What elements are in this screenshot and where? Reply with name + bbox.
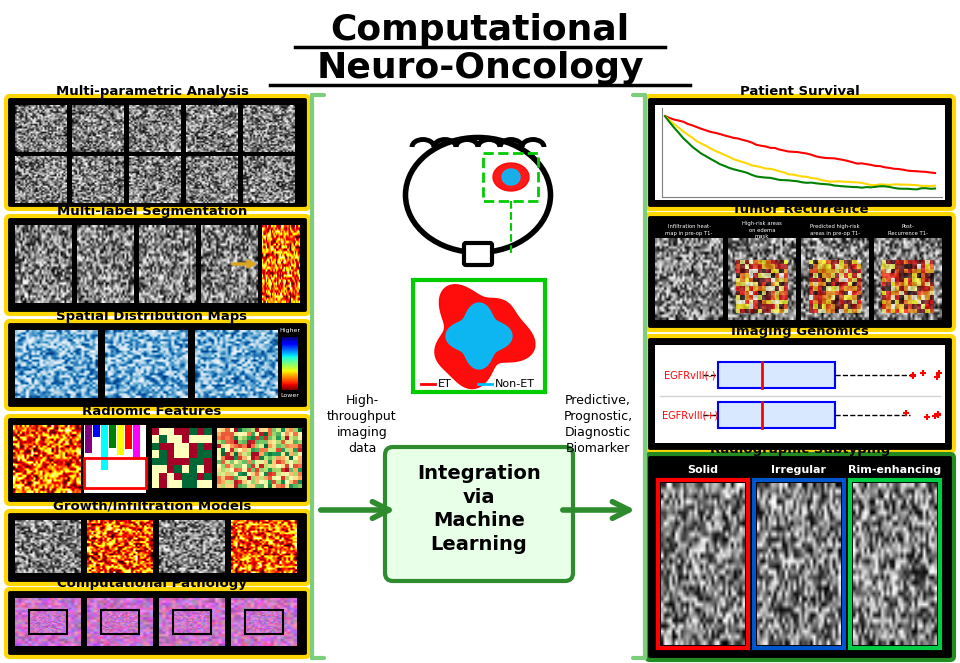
FancyBboxPatch shape bbox=[646, 336, 954, 452]
Text: Spatial Distribution Maps: Spatial Distribution Maps bbox=[57, 310, 248, 322]
FancyBboxPatch shape bbox=[6, 589, 309, 657]
Bar bbox=[29, 610, 67, 634]
Bar bbox=[655, 345, 945, 443]
Text: Biomarker: Biomarker bbox=[565, 442, 630, 455]
Text: Predicted high-risk
areas in pre-op T1-: Predicted high-risk areas in pre-op T1- bbox=[810, 224, 860, 235]
Bar bbox=[116, 425, 124, 455]
FancyBboxPatch shape bbox=[464, 243, 492, 265]
Bar bbox=[718, 362, 835, 388]
Text: Patient Survival: Patient Survival bbox=[740, 84, 860, 97]
Bar bbox=[655, 105, 945, 200]
Bar bbox=[658, 480, 748, 648]
Text: Predictive,: Predictive, bbox=[565, 394, 631, 406]
Text: Lower: Lower bbox=[280, 393, 300, 398]
Polygon shape bbox=[435, 285, 535, 389]
Polygon shape bbox=[502, 169, 520, 185]
Text: Diagnostic: Diagnostic bbox=[564, 426, 631, 438]
Text: ET: ET bbox=[438, 379, 452, 389]
FancyBboxPatch shape bbox=[6, 511, 309, 584]
Text: Radiographic Subtyping: Radiographic Subtyping bbox=[709, 442, 890, 455]
Polygon shape bbox=[446, 303, 512, 369]
Bar bbox=[132, 425, 139, 459]
Text: Multi-label Segmentation: Multi-label Segmentation bbox=[57, 204, 247, 217]
Text: Non-ET: Non-ET bbox=[495, 379, 535, 389]
Bar bbox=[413, 280, 545, 392]
Text: Integration: Integration bbox=[418, 463, 540, 483]
Text: Multi-parametric Analysis: Multi-parametric Analysis bbox=[56, 84, 249, 97]
Polygon shape bbox=[493, 163, 529, 191]
Text: throughput: throughput bbox=[327, 410, 396, 422]
Text: data: data bbox=[348, 442, 376, 455]
FancyBboxPatch shape bbox=[646, 214, 954, 330]
Text: Prognostic,: Prognostic, bbox=[564, 410, 633, 422]
Bar bbox=[101, 610, 139, 634]
FancyBboxPatch shape bbox=[6, 216, 309, 314]
FancyBboxPatch shape bbox=[646, 454, 954, 660]
Bar bbox=[483, 153, 538, 201]
Text: Radiomic Features: Radiomic Features bbox=[83, 404, 222, 418]
FancyBboxPatch shape bbox=[385, 447, 573, 581]
Text: High-risk areas
on edema
mask: High-risk areas on edema mask bbox=[742, 221, 782, 239]
Bar bbox=[718, 402, 835, 428]
Text: Learning: Learning bbox=[431, 536, 527, 554]
Bar bbox=[84, 425, 146, 493]
Bar bbox=[754, 480, 844, 648]
Text: Computational: Computational bbox=[330, 13, 630, 47]
Bar bbox=[125, 425, 132, 449]
Text: High-: High- bbox=[346, 394, 378, 406]
Bar bbox=[101, 425, 108, 471]
FancyBboxPatch shape bbox=[6, 96, 309, 209]
Text: Higher: Higher bbox=[279, 328, 300, 333]
FancyBboxPatch shape bbox=[6, 321, 309, 409]
Text: Machine: Machine bbox=[433, 511, 525, 530]
Text: Infiltration heat-
map in pre-op T1-: Infiltration heat- map in pre-op T1- bbox=[665, 224, 712, 235]
FancyBboxPatch shape bbox=[6, 416, 309, 504]
Bar bbox=[173, 610, 211, 634]
Text: EGFRvIII(-): EGFRvIII(-) bbox=[664, 370, 716, 380]
Bar bbox=[84, 425, 91, 453]
Bar bbox=[108, 425, 115, 448]
Text: Growth/Infiltration Models: Growth/Infiltration Models bbox=[53, 499, 252, 512]
Text: Solid: Solid bbox=[687, 465, 718, 475]
Text: Computational Pathology: Computational Pathology bbox=[57, 577, 247, 591]
Bar bbox=[850, 480, 940, 648]
Text: Irregular: Irregular bbox=[772, 465, 827, 475]
Text: Imaging Genomics: Imaging Genomics bbox=[732, 324, 869, 337]
Text: via: via bbox=[463, 487, 495, 507]
Text: imaging: imaging bbox=[337, 426, 388, 438]
Text: Neuro-Oncology: Neuro-Oncology bbox=[316, 51, 644, 85]
Bar bbox=[84, 458, 146, 488]
Text: EGFRvIII(+): EGFRvIII(+) bbox=[662, 410, 718, 420]
Text: Rim-enhancing: Rim-enhancing bbox=[849, 465, 942, 475]
FancyBboxPatch shape bbox=[646, 96, 954, 209]
Bar bbox=[92, 425, 100, 438]
Text: Tumor Recurrence: Tumor Recurrence bbox=[732, 202, 868, 215]
Text: Post-
Recurrence T1-: Post- Recurrence T1- bbox=[888, 224, 928, 235]
Bar bbox=[245, 610, 283, 634]
Ellipse shape bbox=[405, 137, 550, 253]
